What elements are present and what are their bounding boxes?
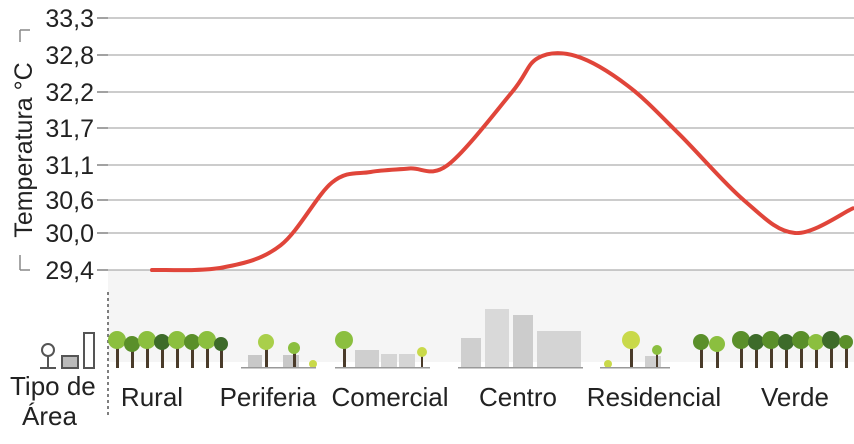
y-axis-ticks: 33,3 32,8 32,2 31,7 31,1 30,6 30,0 29,4 — [45, 5, 94, 285]
x-category-label: Verde — [761, 382, 829, 412]
x-category-label: Centro — [479, 382, 557, 412]
temperature-series-line — [150, 51, 854, 273]
y-axis-title: Temperatura °C — [10, 62, 38, 237]
grid-lines — [97, 17, 854, 271]
periferia-illustration — [241, 334, 317, 369]
x-category-label: Comercial — [331, 382, 448, 412]
y-tick-label: 31,1 — [45, 152, 94, 180]
x-axis-categories: Rural Periferia Comercial Centro Residencial… — [121, 382, 829, 412]
x-category-label: Periferia — [220, 382, 317, 412]
verde-trees-illustration — [693, 331, 853, 368]
y-tick-label: 30,6 — [45, 187, 94, 215]
y-tick-label: 32,2 — [45, 79, 94, 107]
x-category-label: Residencial — [587, 382, 721, 412]
y-tick-label: 33,3 — [45, 5, 94, 33]
area-type-icon — [40, 332, 95, 369]
x-category-label: Rural — [121, 382, 183, 412]
y-tick-label: 32,8 — [45, 42, 94, 70]
x-axis-title-line2: Área — [22, 401, 77, 431]
y-tick-label: 30,0 — [45, 220, 94, 248]
y-tick-label: 31,7 — [45, 115, 94, 143]
residencial-illustration — [600, 331, 670, 369]
x-axis-title-line1: Tipo de — [10, 371, 96, 401]
y-tick-label: 29,4 — [45, 257, 94, 285]
y-axis-title-group: Temperatura °C — [10, 29, 38, 271]
rural-trees-illustration — [108, 331, 228, 368]
comercial-illustration — [335, 331, 430, 369]
centro-buildings-illustration — [458, 309, 583, 369]
